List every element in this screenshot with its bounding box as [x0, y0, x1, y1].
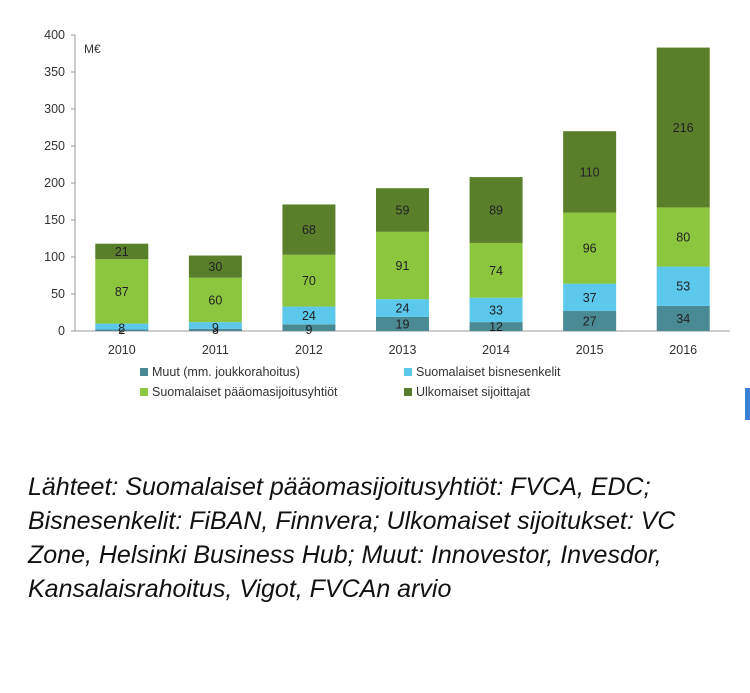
y-tick-label: 50 — [51, 287, 65, 301]
bar-segment-ulkomaiset-2013 — [376, 188, 429, 232]
data-label-ulkomaiset-2016: 216 — [673, 121, 694, 135]
bar-segment-muut-2012 — [282, 324, 336, 331]
data-label-paaoma-2013: 91 — [396, 259, 410, 273]
x-tick-label: 2016 — [669, 343, 697, 357]
x-tick-label: 2013 — [389, 343, 417, 357]
data-label-bisnesenkelit-2010: 8 — [118, 322, 125, 336]
x-tick-label: 2010 — [108, 343, 136, 357]
bar-segment-muut-2014 — [469, 322, 523, 331]
legend-label-paaoma: Suomalaiset pääomasijoitusyhtiöt — [152, 385, 338, 399]
x-tick-label: 2011 — [202, 343, 229, 357]
data-label-muut-2011: 3 — [212, 323, 219, 337]
bar-segment-muut-2013 — [376, 316, 429, 331]
unit-label: M€ — [84, 42, 101, 56]
data-label-bisnesenkelit-2014: 33 — [489, 303, 503, 317]
bar-segment-paaoma-2016 — [656, 207, 710, 267]
bar-segment-muut-2015 — [563, 311, 617, 331]
data-label-ulkomaiset-2014: 89 — [489, 204, 503, 218]
bar-segment-paaoma-2013 — [376, 231, 429, 300]
bar-segment-bisnesenkelit-2013 — [376, 299, 429, 317]
x-tick-label: 2012 — [295, 343, 323, 357]
chart: 0 50 100 150 200 250 300 350 400 M€ 2 8 87 21 2010 3 9 60… — [44, 28, 730, 399]
bar-segment-bisnesenkelit-2010 — [95, 323, 149, 330]
bar-segment-paaoma-2011 — [188, 277, 242, 323]
y-tick-label: 400 — [44, 28, 65, 42]
data-label-bisnesenkelit-2015: 37 — [583, 291, 597, 305]
bar-segment-ulkomaiset-2011 — [188, 255, 242, 278]
x-tick-label: 2015 — [576, 343, 604, 357]
data-label-paaoma-2012: 70 — [302, 274, 316, 288]
bar-segment-paaoma-2012 — [282, 254, 336, 307]
bar-segment-bisnesenkelit-2014 — [469, 297, 523, 323]
y-tick-label: 250 — [44, 139, 65, 153]
data-label-muut-2016: 34 — [676, 312, 690, 326]
bar-segment-muut-2011 — [188, 328, 242, 331]
data-label-muut-2014: 12 — [489, 320, 503, 334]
data-label-bisnesenkelit-2016: 53 — [676, 280, 690, 294]
y-tick-label: 300 — [44, 102, 65, 116]
y-tick-label: 150 — [44, 213, 65, 227]
bar-segment-ulkomaiset-2010 — [95, 243, 149, 260]
legend-label-bisnesenkelit: Suomalaiset bisnesenkelit — [416, 365, 561, 379]
data-label-ulkomaiset-2015: 110 — [580, 165, 600, 179]
bar-segment-muut-2010 — [95, 329, 149, 331]
legend-label-ulkomaiset: Ulkomaiset sijoittajat — [416, 385, 530, 399]
bar-segment-ulkomaiset-2012 — [282, 204, 336, 255]
y-tick-label: 350 — [44, 65, 65, 79]
legend-swatch-ulkomaiset — [404, 388, 412, 396]
bar-segment-ulkomaiset-2014 — [469, 177, 523, 243]
sources-caption: Lähteet: Suomalaiset pääomasijoitusyhtiö… — [28, 473, 676, 603]
data-label-muut-2013: 19 — [396, 317, 410, 331]
bar-segment-ulkomaiset-2016 — [656, 47, 710, 208]
y-tick-label: 100 — [44, 250, 65, 264]
data-label-bisnesenkelit-2011: 9 — [212, 321, 219, 335]
data-label-ulkomaiset-2012: 68 — [302, 223, 316, 237]
data-label-muut-2010: 2 — [118, 323, 125, 337]
legend-swatch-muut — [140, 368, 148, 376]
bar-segment-bisnesenkelit-2012 — [282, 306, 336, 325]
legend-swatch-bisnesenkelit — [404, 368, 412, 376]
data-label-ulkomaiset-2013: 59 — [396, 204, 410, 218]
bar-segment-ulkomaiset-2015 — [563, 131, 617, 213]
legend-swatch-paaoma — [140, 388, 148, 396]
data-label-paaoma-2010: 87 — [115, 285, 129, 299]
data-label-ulkomaiset-2011: 30 — [208, 260, 222, 274]
data-label-muut-2012: 9 — [305, 323, 312, 337]
stacked-bar-chart: 050100150200250300350400M€28872120103960… — [44, 28, 730, 399]
bar-segment-bisnesenkelit-2016 — [656, 266, 710, 306]
y-tick-label: 200 — [44, 176, 65, 190]
y-tick-label: 0 — [58, 324, 65, 338]
data-label-paaoma-2015: 96 — [583, 242, 597, 256]
scroll-indicator — [745, 388, 750, 420]
bar-segment-paaoma-2015 — [563, 212, 617, 284]
bar-segment-bisnesenkelit-2011 — [188, 322, 242, 329]
data-label-bisnesenkelit-2012: 24 — [302, 309, 316, 323]
bar-segment-paaoma-2010 — [95, 259, 149, 324]
bar-segment-muut-2016 — [656, 305, 710, 331]
data-label-muut-2015: 27 — [583, 315, 597, 329]
bar-segment-bisnesenkelit-2015 — [563, 283, 617, 312]
data-label-bisnesenkelit-2013: 24 — [396, 302, 410, 316]
data-label-paaoma-2011: 60 — [208, 293, 222, 307]
legend-label-muut: Muut (mm. joukkorahoitus) — [152, 365, 300, 379]
data-label-paaoma-2014: 74 — [489, 264, 503, 278]
data-label-paaoma-2016: 80 — [676, 231, 690, 245]
bar-segment-paaoma-2014 — [469, 242, 523, 298]
data-label-ulkomaiset-2010: 21 — [115, 245, 129, 259]
x-tick-label: 2014 — [482, 343, 510, 357]
